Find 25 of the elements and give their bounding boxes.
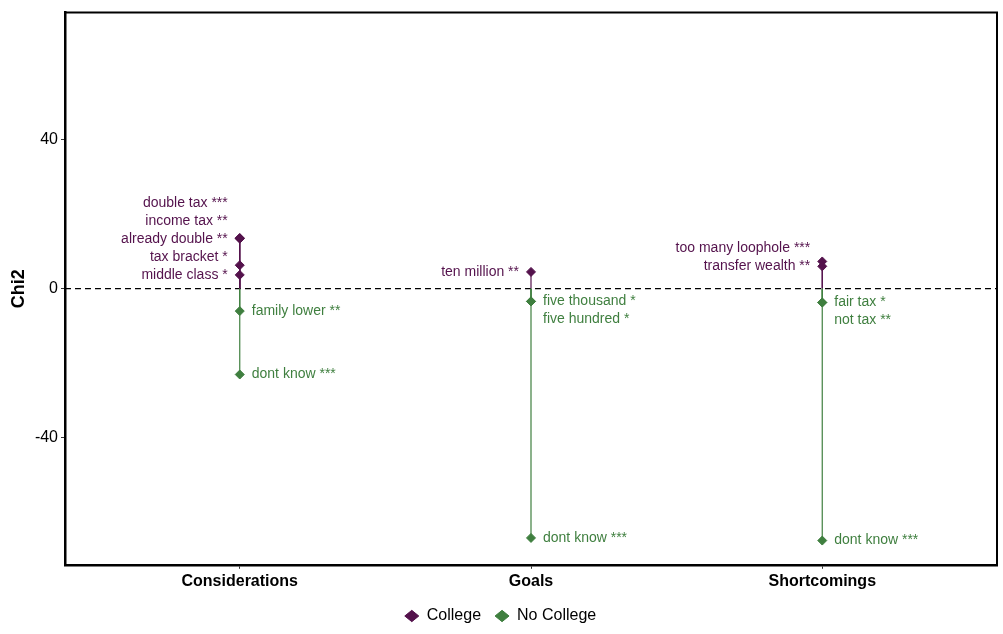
x-tick-label: Shortcomings <box>768 571 877 589</box>
annotation: fair tax * <box>834 293 887 310</box>
legend-label: College <box>426 606 482 624</box>
y-axis-title: Chi2 <box>7 269 28 309</box>
y-tick-label: 0 <box>49 279 59 297</box>
annotation: five hundred * <box>543 310 630 327</box>
annotation: dont know *** <box>251 365 337 382</box>
x-tick-label: Goals <box>508 571 554 589</box>
annotation: not tax ** <box>834 311 892 328</box>
annotation: family lower ** <box>251 301 341 318</box>
annotation: double tax *** <box>142 193 229 210</box>
annotation: dont know *** <box>543 528 628 545</box>
annotation: income tax ** <box>145 211 229 228</box>
y-tick-label: -40 <box>34 428 59 446</box>
annotation: transfer wealth ** <box>703 257 811 274</box>
annotation: tax bracket * <box>149 247 229 264</box>
annotation: ten million ** <box>441 262 520 279</box>
annotation: middle class * <box>141 265 229 282</box>
x-tick-label: Considerations <box>181 571 299 589</box>
annotation: dont know *** <box>834 531 919 548</box>
legend-label: No College <box>517 606 597 624</box>
annotation: too many loophole *** <box>675 239 811 256</box>
annotation: already double ** <box>121 229 229 246</box>
annotation: five thousand * <box>543 292 637 309</box>
y-tick-label: 40 <box>40 129 59 147</box>
